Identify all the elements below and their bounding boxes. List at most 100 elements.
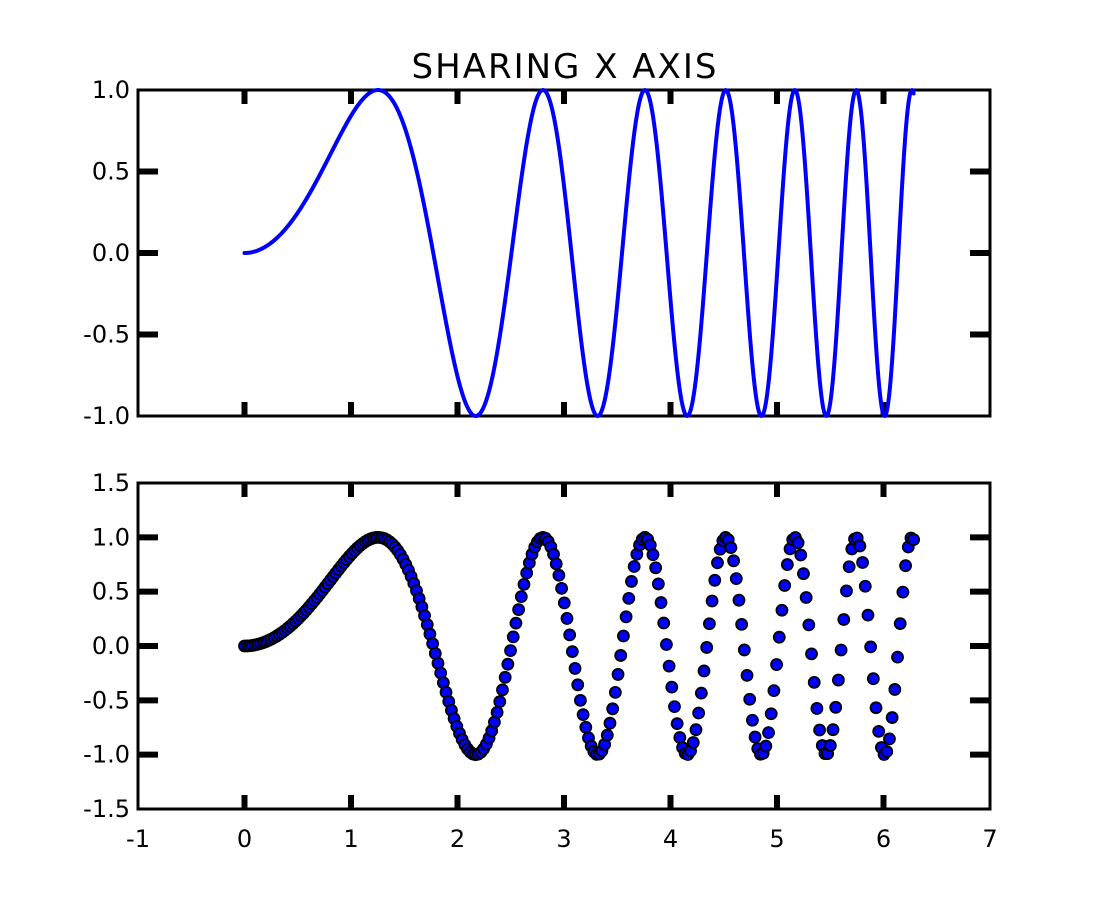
scatter-point <box>517 577 531 591</box>
scatter-point <box>807 676 821 689</box>
scatter-point <box>711 556 724 570</box>
scatter-point <box>506 630 520 644</box>
bottom-ytick-label: -1.0 <box>83 741 130 769</box>
scatter-point <box>622 591 636 605</box>
bottom-ytick-label: 0.0 <box>92 632 130 660</box>
scatter-point <box>708 573 722 587</box>
scatter-point <box>775 603 789 617</box>
scatter-point <box>625 575 638 588</box>
bottom-xtick-label: 5 <box>769 825 784 853</box>
scatter-point <box>493 695 507 708</box>
scatter-point <box>504 644 517 658</box>
scatter-point <box>724 541 738 555</box>
scatter-point <box>571 678 585 692</box>
scatter-point <box>869 701 883 715</box>
scatter-point <box>840 584 853 598</box>
scatter-point <box>797 567 810 581</box>
scatter-point <box>654 596 668 609</box>
scatter-point <box>670 717 684 731</box>
top-plot-area <box>242 88 916 418</box>
scatter-point <box>762 726 775 739</box>
scatter-point <box>896 585 910 599</box>
scatter-point <box>837 613 851 626</box>
scatter-point <box>660 638 673 651</box>
scatter-point <box>767 684 781 698</box>
scatter-point <box>883 732 896 746</box>
scatter-point <box>576 708 590 722</box>
scatter-point <box>579 720 593 734</box>
scatter-point <box>686 736 700 749</box>
chart-title: SHARING X AXIS <box>412 47 719 87</box>
scatter-point <box>791 536 805 550</box>
bottom-axes-ytick-labels: 1.5 1.0 0.5 0.0 -0.5 -1.0 -1.5 <box>83 469 130 823</box>
scatter-point <box>802 618 816 632</box>
scatter-point <box>651 577 665 591</box>
scatter-point <box>743 692 757 706</box>
scatter-point <box>866 672 880 686</box>
scatter-point <box>555 581 568 595</box>
scatter-point <box>557 596 571 610</box>
scatter-point <box>888 683 902 696</box>
scatter-point <box>568 662 582 675</box>
bottom-xtick-label: 1 <box>343 825 358 853</box>
scatter-point <box>668 700 681 713</box>
scatter-point <box>617 629 630 643</box>
scatter-point <box>780 558 794 571</box>
scatter-point <box>498 670 512 684</box>
top-axes-ytick-labels: 1.0 0.5 0.0 -0.5 -1.0 <box>83 76 130 430</box>
scatter-point <box>603 716 617 730</box>
scatter-point <box>665 680 679 694</box>
scatter-point <box>729 572 743 586</box>
scatter-point <box>501 657 515 671</box>
scatter-point <box>834 643 848 657</box>
scatter-point <box>831 673 845 687</box>
scatter-point <box>727 554 740 568</box>
scatter-point <box>872 725 886 738</box>
bottom-xtick-label: -1 <box>126 825 150 853</box>
scatter-point <box>778 579 792 592</box>
scatter-point <box>907 533 921 547</box>
scatter-point <box>560 612 574 625</box>
scatter-point <box>552 568 566 582</box>
scatter-point <box>703 617 716 631</box>
scatter-point <box>662 659 676 673</box>
scatter-point <box>805 647 818 661</box>
bottom-ytick-label: -1.5 <box>83 795 130 823</box>
scatter-point <box>810 702 824 715</box>
bottom-ytick-label: 1.5 <box>92 469 130 497</box>
scatter-point <box>563 628 577 642</box>
scatter-point <box>759 739 773 753</box>
scatter-point <box>853 539 867 553</box>
top-ytick-label: -1.0 <box>83 402 130 430</box>
bottom-xtick-label: 7 <box>982 825 997 853</box>
top-axes-ticks <box>138 90 990 416</box>
bottom-xtick-label: 3 <box>556 825 571 853</box>
scatter-point <box>799 591 813 604</box>
scatter-point <box>891 650 904 664</box>
scatter-point <box>823 739 837 752</box>
scatter-point <box>574 693 587 707</box>
scatter-point <box>858 579 872 593</box>
scatter-point <box>657 616 671 630</box>
scatter-point <box>514 590 528 604</box>
bottom-xtick-label: 6 <box>876 825 891 853</box>
scatter-point <box>649 561 663 575</box>
scatter-point <box>885 711 899 724</box>
scatter-point <box>829 700 843 714</box>
sine-line-series <box>242 88 916 418</box>
scatter-point <box>893 617 907 631</box>
scatter-point <box>737 643 751 657</box>
bottom-xtick-label: 0 <box>237 825 252 853</box>
bottom-ytick-label: -0.5 <box>83 686 130 714</box>
scatter-point <box>705 594 719 608</box>
scatter-point <box>770 658 783 671</box>
scatter-point <box>694 686 708 700</box>
scatter-point <box>748 730 762 744</box>
bottom-ytick-label: 1.0 <box>92 523 130 551</box>
scatter-point <box>692 706 706 720</box>
scatter-point <box>856 556 869 569</box>
bottom-xtick-label: 2 <box>450 825 465 853</box>
top-ytick-label: 0.0 <box>92 239 130 267</box>
bottom-xtick-label: 4 <box>663 825 678 853</box>
